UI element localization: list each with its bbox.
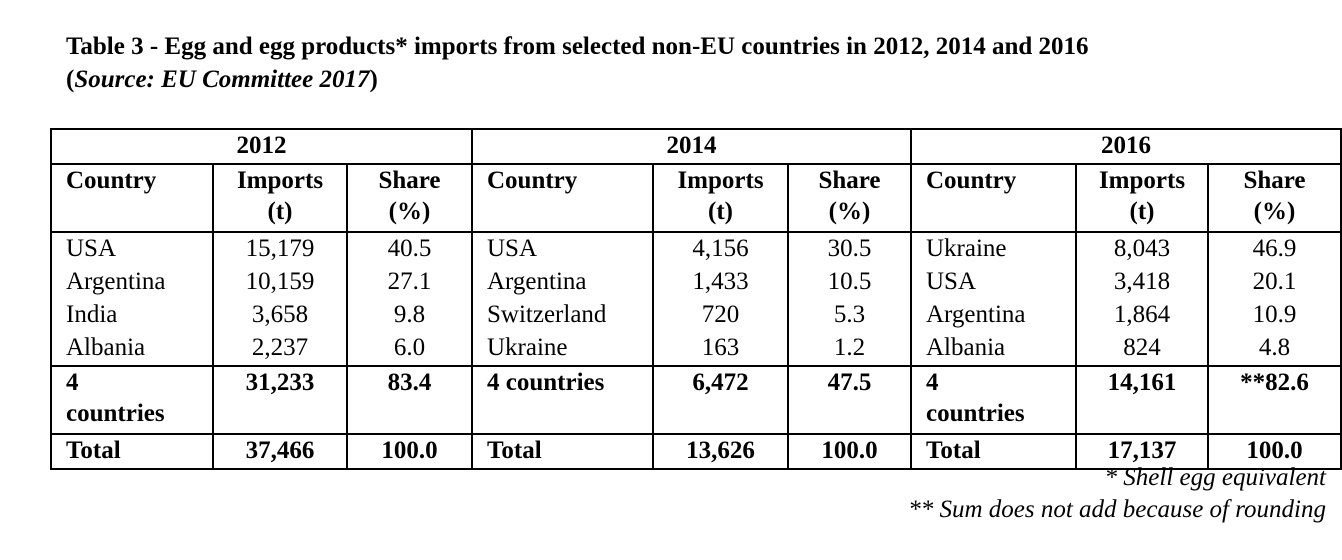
cell: 2,237 [212,332,348,366]
cell: 1,864 [1075,299,1209,332]
cell: 9.8 [346,299,473,332]
cell: 720 [652,299,789,332]
column-header: Imports (t) [212,164,348,233]
title-main: Table 3 - Egg and egg products* imports … [66,33,1089,60]
column-header: Country [50,164,214,233]
cell: 1,433 [652,266,789,299]
cell: 5.3 [787,299,912,332]
cell: India [50,299,214,332]
cell: Argentina [910,299,1077,332]
footnote: ** Sum does not add because of rounding [908,496,1326,523]
cell: Switzerland [471,299,654,332]
column-header: Share (%) [346,164,473,233]
cell: 4,156 [652,232,789,266]
cell: 4.8 [1207,332,1342,366]
subtotal-row: 4 countries 31,233 83.4 4 countries 6,472 47.… [50,365,1342,434]
cell: 3,658 [212,299,348,332]
cell: Total [50,433,214,470]
cell: Ukraine [910,232,1077,266]
cell: Argentina [471,266,654,299]
column-header: Share (%) [1207,164,1342,233]
footnote: * Shell egg equivalent [1104,464,1326,491]
cell: 4 countries [471,365,654,434]
cell: 27.1 [346,266,473,299]
data-row: Argentina 10,159 27.1 Argentina 1,433 10.5 USA… [50,266,1342,299]
cell: 47.5 [787,365,912,434]
cell: USA [50,232,214,266]
cell: 6,472 [652,365,789,434]
cell: 4 countries [910,365,1077,434]
year-cell: 2016 [910,128,1342,165]
cell: 15,179 [212,232,348,266]
cell: 83.4 [346,365,473,434]
cell: 17,137 [1075,433,1209,470]
cell: 10.9 [1207,299,1342,332]
cell: 1.2 [787,332,912,366]
cell: 10.5 [787,266,912,299]
header-row: Country Imports (t) Share (%) Country Import… [50,164,1342,233]
imports-table: 2012 2014 2016 Country Imports (t) Share (%) C… [50,128,1342,470]
cell: 40.5 [346,232,473,266]
cell: 163 [652,332,789,366]
column-header: Country [910,164,1077,233]
cell: 37,466 [212,433,348,470]
cell: 100.0 [787,433,912,470]
paren: ) [369,66,378,93]
cell: USA [910,266,1077,299]
data-row: USA 15,179 40.5 USA 4,156 30.5 Ukraine 8,043 46.… [50,232,1342,266]
cell: Argentina [50,266,214,299]
cell: 4 countries [50,365,214,434]
data-row: India 3,658 9.8 Switzerland 720 5.3 Argentina 1… [50,299,1342,332]
cell: 13,626 [652,433,789,470]
cell: 100.0 [1207,433,1342,470]
title-source: (Source: EU Committee 2017) [66,63,1089,96]
cell: 46.9 [1207,232,1342,266]
data-row: Albania 2,237 6.0 Ukraine 163 1.2 Albania 824 4.… [50,332,1342,366]
cell: **82.6 [1207,365,1342,434]
column-header: Imports (t) [652,164,789,233]
cell: Total [471,433,654,470]
year-cell: 2012 [50,128,473,165]
total-row: Total 37,466 100.0 Total 13,626 100.0 Total 17,… [50,433,1342,470]
footnotes: * Shell egg equivalent ** Sum does not ad… [908,462,1326,526]
year-cell: 2014 [471,128,912,165]
cell: USA [471,232,654,266]
source: Source: EU Committee 2017 [74,66,370,93]
cell: 824 [1075,332,1209,366]
cell: 20.1 [1207,266,1342,299]
cell: 30.5 [787,232,912,266]
title: Table 3 - Egg and egg products* imports … [66,30,1089,96]
cell: 6.0 [346,332,473,366]
cell: Ukraine [471,332,654,366]
cell: Total [910,433,1077,470]
cell: 3,418 [1075,266,1209,299]
column-header: Country [471,164,654,233]
cell: 31,233 [212,365,348,434]
cell: Albania [50,332,214,366]
column-header: Share (%) [787,164,912,233]
cell: Albania [910,332,1077,366]
paren: ( [66,66,75,93]
cell: 10,159 [212,266,348,299]
year-row: 2012 2014 2016 [50,128,1342,165]
cell: 8,043 [1075,232,1209,266]
cell: 14,161 [1075,365,1209,434]
column-header: Imports (t) [1075,164,1209,233]
cell: 100.0 [346,433,473,470]
